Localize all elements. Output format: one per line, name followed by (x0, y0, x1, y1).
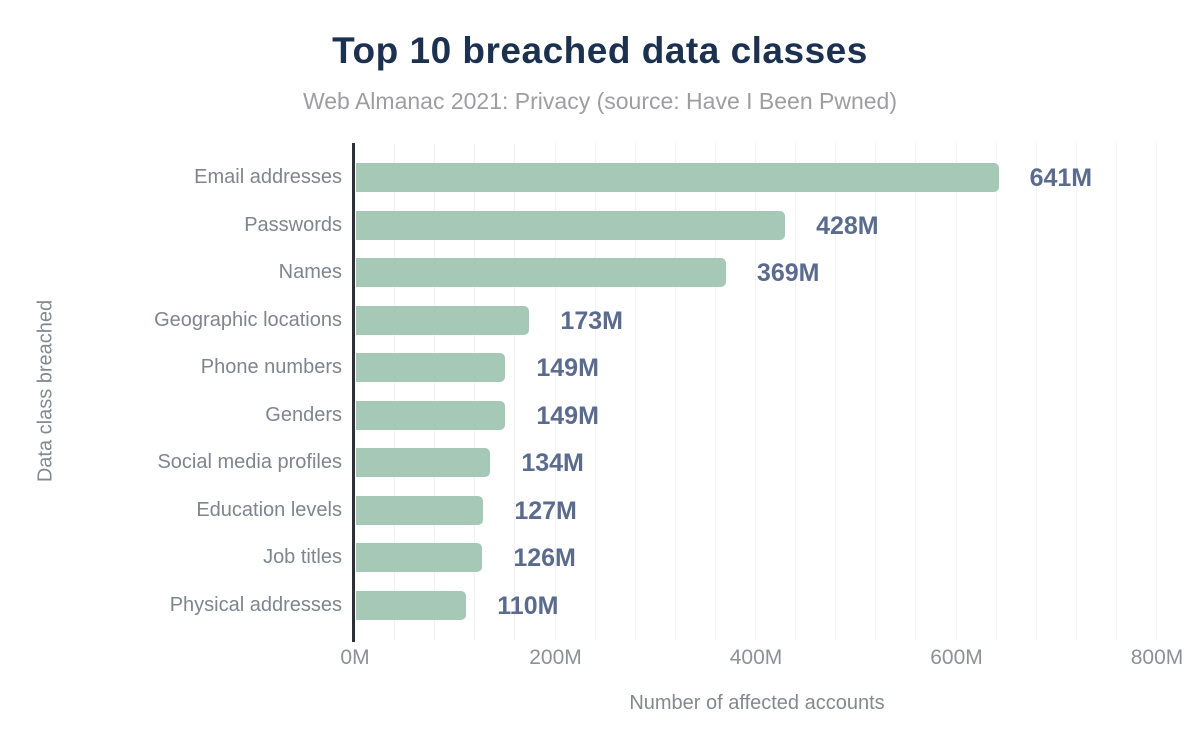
category-label: Phone numbers (200, 356, 342, 378)
bar (356, 543, 483, 572)
x-tick-label: 200M (529, 646, 582, 669)
gridline (1035, 143, 1037, 640)
x-axis-title: Number of affected accounts (629, 692, 885, 714)
x-tick-label: 0M (340, 646, 370, 669)
chart-subtitle: Web Almanac 2021: Privacy (source: Have … (302, 88, 898, 114)
bar (356, 400, 506, 430)
gridline (915, 143, 917, 640)
bar (356, 353, 506, 382)
y-axis-line (352, 143, 355, 642)
category-label: Geographic locations (154, 308, 342, 331)
category-label: Physical addresses (169, 593, 342, 616)
gridline (514, 143, 516, 640)
plot-area (355, 143, 1180, 640)
gridline (755, 143, 756, 640)
gridline (1075, 143, 1077, 640)
x-tick-label: 800M (1130, 646, 1184, 669)
value-label: 126M (513, 544, 576, 572)
value-label: 110M (497, 591, 559, 620)
gridline (795, 143, 797, 640)
x-tick-label: 600M (930, 646, 983, 669)
gridline (835, 143, 837, 640)
gridline (634, 143, 636, 640)
gridline (875, 143, 877, 640)
value-label: 641M (1029, 164, 1093, 192)
gridline (955, 143, 957, 640)
bar (356, 495, 484, 525)
gridline (594, 143, 596, 640)
value-label: 428M (816, 211, 879, 240)
gridline (434, 143, 436, 640)
value-label: 149M (536, 354, 599, 382)
gridline (474, 143, 476, 640)
category-label: Email addresses (194, 166, 342, 188)
value-label: 149M (536, 401, 599, 430)
bar (356, 258, 726, 287)
gridline (674, 143, 676, 640)
gridline (1115, 143, 1117, 640)
gridline (1156, 143, 1157, 640)
category-label: Names (278, 261, 342, 283)
bar (356, 305, 530, 335)
category-label: Social media profiles (157, 451, 342, 473)
category-label: Education levels (196, 498, 342, 521)
bar (356, 590, 467, 620)
value-label: 134M (521, 449, 584, 477)
gridline (995, 143, 997, 640)
value-label: 173M (560, 306, 623, 335)
value-label: 127M (514, 496, 577, 525)
bar (356, 448, 491, 477)
gridline (714, 143, 716, 640)
category-label: Passwords (244, 213, 342, 236)
bar (356, 163, 999, 192)
gridline (554, 143, 556, 640)
category-label: Genders (265, 403, 342, 426)
value-label: 369M (756, 259, 820, 287)
category-label: Job titles (263, 546, 342, 568)
gridline (394, 143, 396, 640)
chart-title: Top 10 breached data classes (332, 30, 868, 71)
x-tick-label: 400M (729, 646, 783, 669)
bar (356, 210, 786, 240)
